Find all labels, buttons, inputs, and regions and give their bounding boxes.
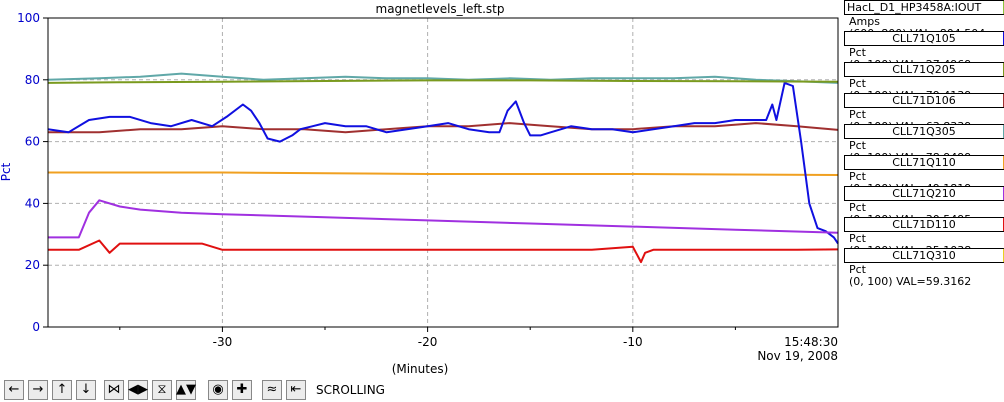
chart-title: magnetlevels_left.stp xyxy=(376,2,505,16)
scrolling-status: SCROLLING xyxy=(316,383,385,397)
legend-series-name[interactable]: CLL71D110 xyxy=(844,217,1004,232)
legend-series-units: Pct xyxy=(849,263,866,276)
toolbar: SCROLLING ← → ↑ ↓ ⋈ ◀▶ ⧖ ▲▼ ◉ ✚ ≈ ⇤ xyxy=(0,378,1004,402)
add-trace-icon: ✚ xyxy=(236,382,248,397)
legend-series-units: Pct xyxy=(849,108,866,121)
record-button[interactable]: ◉ xyxy=(208,380,228,400)
legend-series-name[interactable]: CLL71Q210 xyxy=(844,186,1004,201)
series-line-cll71d110 xyxy=(48,239,839,264)
zoom-out-x-icon: ◀▶ xyxy=(128,382,148,397)
zoom-in-y-icon: ⧖ xyxy=(157,382,167,397)
autoscale-button[interactable]: ≈ xyxy=(262,380,282,400)
scroll-mode-icon: ⇤ xyxy=(290,382,302,397)
add-trace-button[interactable]: ✚ xyxy=(232,380,252,400)
legend-series-name[interactable]: CLL71Q105 xyxy=(844,31,1004,46)
legend-series-units: Pct xyxy=(849,77,866,90)
legend-series-name[interactable]: CLL71D106 xyxy=(844,93,1004,108)
legend-series-name[interactable]: CLL71Q305 xyxy=(844,124,1004,139)
legend-series-units: Pct xyxy=(849,232,866,245)
scroll-up-button[interactable]: ↑ xyxy=(52,380,72,400)
y-tick-label: 80 xyxy=(25,73,40,87)
x-axis-label: (Minutes) xyxy=(392,362,449,376)
legend-series-name[interactable]: CLL71Q110 xyxy=(844,155,1004,170)
plot-frame xyxy=(47,17,839,328)
legend-series-name[interactable]: HacL_D1_HP3458A:IOUT xyxy=(844,0,1004,15)
x-tick-label: -30 xyxy=(213,335,233,349)
y-tick-label: 100 xyxy=(17,11,40,25)
zoom-in-x-icon: ⋈ xyxy=(107,382,121,397)
x-tick-label: -20 xyxy=(418,335,438,349)
zoom-out-y-icon: ▲▼ xyxy=(176,382,196,397)
scroll-left-icon: ← xyxy=(8,382,20,397)
series-line-cll71q210 xyxy=(48,199,839,239)
y-tick-label: 0 xyxy=(32,320,40,334)
legend-series-units: Pct xyxy=(849,139,866,152)
legend-series-units: Pct xyxy=(849,201,866,214)
chart: magnetlevels_left.stp Pct (Minutes) 15:4… xyxy=(0,2,839,376)
series-line-cll71q105 xyxy=(47,81,839,245)
zoom-out-x-button[interactable]: ◀▶ xyxy=(128,380,148,400)
zoom-in-x-button[interactable]: ⋈ xyxy=(104,380,124,400)
scroll-down-button[interactable]: ↓ xyxy=(76,380,96,400)
series-line-cll71q110 xyxy=(48,171,839,176)
scroll-down-icon: ↓ xyxy=(80,382,92,397)
record-icon: ◉ xyxy=(212,382,224,397)
end-date-label: Nov 19, 2008 xyxy=(757,349,838,363)
scroll-right-icon: → xyxy=(32,382,44,397)
end-time-label: 15:48:30 xyxy=(784,335,838,349)
legend-series-units: Amps xyxy=(849,15,880,28)
legend-series-units: Pct xyxy=(849,46,866,59)
y-tick-label: 60 xyxy=(25,135,40,149)
legend-series-name[interactable]: CLL71Q205 xyxy=(844,62,1004,77)
y-tick-label: 20 xyxy=(25,258,40,272)
legend-series-name[interactable]: CLL71Q310 xyxy=(844,248,1004,263)
scroll-mode-button[interactable]: ⇤ xyxy=(286,380,306,400)
series-line-cll71d106 xyxy=(48,122,839,134)
y-tick-label: 40 xyxy=(25,196,40,210)
zoom-in-y-button[interactable]: ⧖ xyxy=(152,380,172,400)
legend-item[interactable]: CLL71Q310 Pct (0, 100) VAL=59.3162 xyxy=(842,248,1004,288)
scroll-up-icon: ↑ xyxy=(56,382,68,397)
legend-series-units: Pct xyxy=(849,170,866,183)
scroll-left-button[interactable]: ← xyxy=(4,380,24,400)
autoscale-icon: ≈ xyxy=(266,382,278,397)
x-tick-label: -10 xyxy=(623,335,643,349)
legend-series-range: (0, 100) VAL=59.3162 xyxy=(849,275,972,288)
y-axis-label: Pct xyxy=(0,162,13,181)
scroll-right-button[interactable]: → xyxy=(28,380,48,400)
series-line-cll71q205 xyxy=(47,79,839,84)
zoom-out-y-button[interactable]: ▲▼ xyxy=(176,380,196,400)
series-line-cll71q305 xyxy=(47,72,839,84)
